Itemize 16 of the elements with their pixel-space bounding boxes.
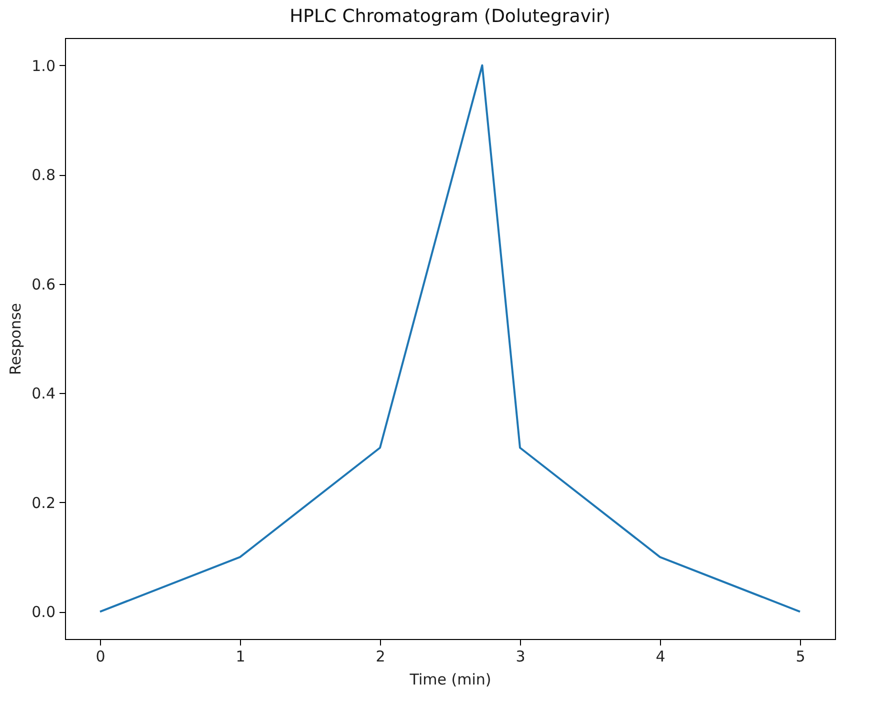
x-axis-title: Time (min) xyxy=(408,670,492,688)
y-tick-label: 0.2 xyxy=(32,494,56,512)
chart-title: HPLC Chromatogram (Dolutegravir) xyxy=(290,6,610,27)
x-tick-label: 3 xyxy=(516,648,526,666)
line-series xyxy=(99,64,801,613)
y-tick-label: 1.0 xyxy=(32,56,56,75)
y-tick-label: 0.6 xyxy=(32,275,56,294)
y-tick-label: 0.4 xyxy=(32,384,56,403)
x-tick-label: 0 xyxy=(96,648,106,666)
y-tick-label: 0.8 xyxy=(32,166,56,184)
x-tick-label: 2 xyxy=(376,648,386,666)
y-tick-label: 0.0 xyxy=(32,603,56,622)
x-tick-label: 5 xyxy=(796,648,806,666)
y-axis-title: Response xyxy=(6,302,25,376)
x-tick-label: 1 xyxy=(236,648,246,666)
x-tick-label: 4 xyxy=(656,648,666,666)
